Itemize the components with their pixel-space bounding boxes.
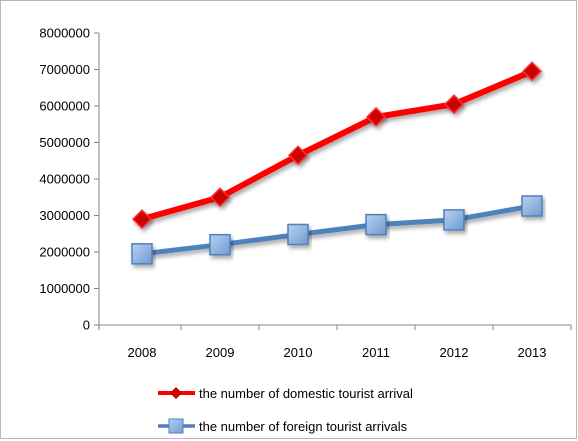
series-layer: [131, 61, 543, 265]
y-axis: 0 1000000 2000000 3000000 4000000 5000000 6000…: [39, 26, 100, 333]
y-tick-label: 2000000: [39, 245, 90, 260]
legend-item: the number of foreign tourist arrivals: [158, 418, 408, 434]
x-tick-label: 2008: [128, 345, 157, 360]
data-point: [209, 233, 231, 256]
legend: the number of domestic tourist arrival th…: [158, 386, 413, 434]
series-foreign: [131, 195, 543, 265]
y-tick-label: 0: [83, 318, 90, 333]
y-tick-label: 6000000: [39, 99, 90, 114]
series-domestic: [131, 61, 543, 230]
legend-item: the number of domestic tourist arrival: [158, 386, 413, 401]
x-tick-label: 2012: [440, 345, 469, 360]
data-point: [287, 223, 309, 246]
x-tick-label: 2010: [284, 345, 313, 360]
data-point: [131, 243, 153, 265]
x-tick-label: 2009: [206, 345, 235, 360]
data-point: [521, 61, 543, 82]
series-line: [139, 68, 535, 223]
data-point: [209, 187, 231, 208]
data-point: [443, 209, 465, 231]
data-point: [365, 213, 387, 236]
y-tick-label: 7000000: [39, 62, 90, 77]
y-tick-label: 4000000: [39, 172, 90, 187]
y-tick-label: 1000000: [39, 281, 90, 296]
y-tick-label: 3000000: [39, 208, 90, 223]
y-tick-label: 8000000: [39, 26, 90, 41]
legend-diamond-marker: [170, 387, 182, 399]
y-tick-label: 5000000: [39, 135, 90, 150]
data-point: [443, 94, 465, 115]
data-point: [521, 195, 543, 217]
x-tick-label: 2011: [362, 345, 390, 360]
legend-square-marker: [168, 418, 184, 434]
series-line: [139, 203, 535, 257]
data-point: [365, 106, 387, 128]
x-tick-label: 2013: [518, 345, 547, 360]
legend-label: the number of domestic tourist arrival: [199, 386, 413, 401]
data-point: [287, 145, 309, 166]
data-point: [131, 209, 153, 230]
legend-label: the number of foreign tourist arrivals: [199, 419, 408, 434]
x-axis: 2008 2009 2010 2011 2012 2013: [98, 324, 572, 360]
